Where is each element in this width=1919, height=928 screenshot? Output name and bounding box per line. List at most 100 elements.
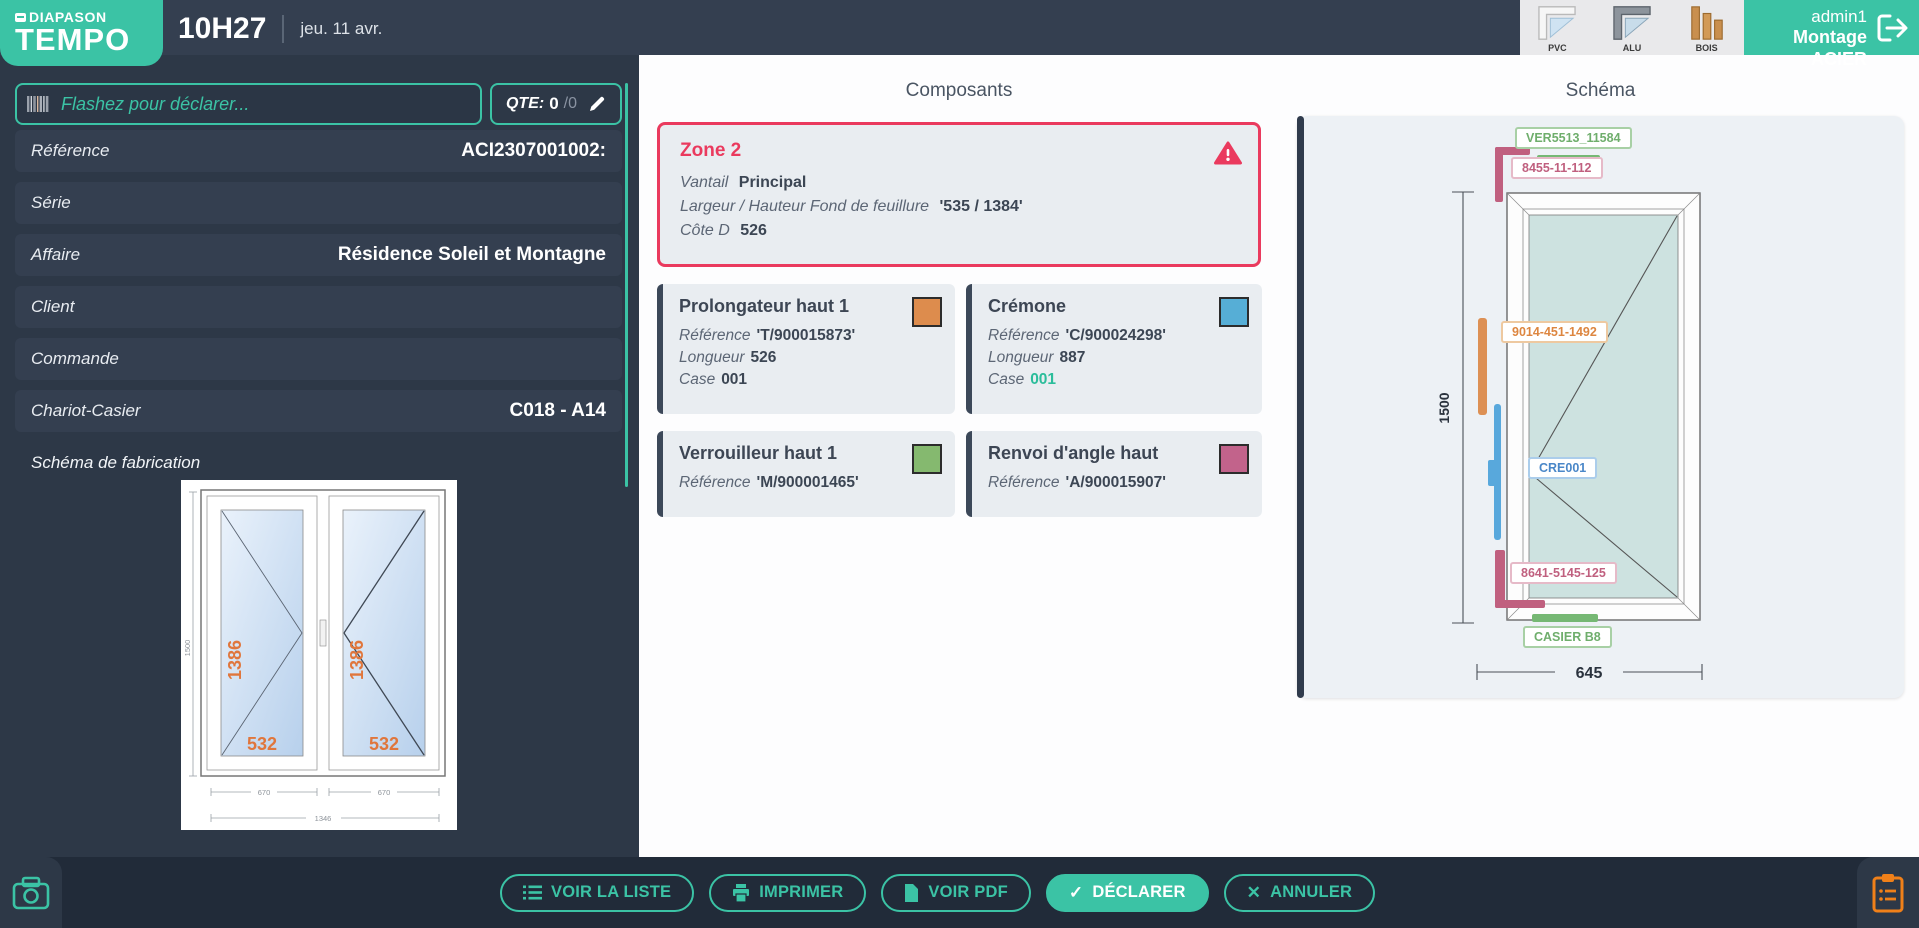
field-commande: Commande — [15, 338, 622, 380]
material-label: BOIS — [1695, 43, 1718, 53]
sidebar: QTE: 0 /0 Référence ACI2307001002: Série… — [0, 55, 639, 857]
component-card-verrouilleur[interactable]: Verrouilleur haut 1 Référence 'M/90000146… — [657, 431, 955, 517]
field-value: Résidence Soleil et Montagne — [337, 244, 606, 265]
fabrication-window-svg: 1386 1386 532 532 1500 670 670 1346 — [183, 489, 446, 823]
schema-label-ver: VER5513_11584 — [1515, 127, 1632, 149]
quantity-box[interactable]: QTE: 0 /0 — [490, 83, 622, 125]
qty-total: /0 — [563, 95, 578, 112]
x-icon: ✕ — [1246, 882, 1262, 902]
clock: 10H27 jeu. 11 avr. — [178, 12, 382, 46]
zone-row-value: 526 — [740, 222, 767, 239]
user-box: admin1 Montage ACIER — [1744, 0, 1919, 69]
main-content: Composants Schéma Zone 2 Vantail Princip… — [639, 55, 1919, 857]
zone-row-label: Vantail — [680, 174, 729, 191]
schema-label-8455: 8455-11-112 — [1511, 157, 1603, 179]
component-color-swatch — [1219, 297, 1249, 327]
schema-dim-width: 645 — [1576, 665, 1603, 682]
zone-row: Côte D 526 — [680, 219, 1238, 243]
fabrication-drawing: 1386 1386 532 532 1500 670 670 1346 — [181, 480, 457, 830]
zone-row-label: Côte D — [680, 222, 730, 239]
bois-window-icon — [1690, 6, 1723, 40]
file-icon — [905, 883, 919, 902]
check-icon: ✓ — [1068, 882, 1084, 902]
zone-row-value: '535 / 1384' — [939, 198, 1023, 215]
zone-row: Vantail Principal — [680, 171, 1238, 195]
clock-separator — [282, 15, 285, 43]
user-station: Montage ACIER — [1793, 27, 1867, 69]
component-card-cremone[interactable]: Crémone Référence 'C/900024298' Longueur 8… — [966, 284, 1262, 414]
qty-current: 0 — [549, 94, 559, 113]
declarer-button[interactable]: ✓ DÉCLARER — [1045, 873, 1209, 912]
pink-corner-top-mark — [1495, 147, 1503, 202]
voir-pdf-button[interactable]: VOIR PDF — [881, 873, 1031, 912]
component-value: 'T/900015873' — [756, 327, 856, 344]
component-card-renvoi[interactable]: Renvoi d'angle haut Référence 'A/90001590… — [966, 431, 1262, 517]
order-sheet-button[interactable] — [1857, 857, 1919, 928]
logout-icon[interactable] — [1873, 11, 1911, 45]
material-pvc[interactable]: PVC — [1520, 0, 1595, 55]
alu-window-icon — [1613, 6, 1651, 40]
field-value: C018 - A14 — [509, 400, 606, 421]
schema-title: Schéma — [1565, 80, 1636, 101]
annuler-button[interactable]: ✕ ANNULER — [1223, 873, 1376, 912]
component-label: Case — [988, 371, 1025, 388]
fab-dim-right-leaf: 670 — [378, 788, 391, 797]
imprimer-button[interactable]: IMPRIMER — [709, 873, 867, 912]
field-label: Client — [31, 297, 75, 316]
schema-label-9014: 9014-451-1492 — [1501, 321, 1608, 343]
material-bois[interactable]: BOIS — [1669, 0, 1744, 55]
date: jeu. 11 avr. — [300, 19, 383, 38]
schema-panel: 1500 645 VER5513_11584 8455-11-112 9014-… — [1297, 116, 1904, 698]
material-alu[interactable]: ALU — [1595, 0, 1670, 55]
zone-card[interactable]: Zone 2 Vantail Principal Largeur / Haute… — [657, 122, 1261, 267]
field-chariot-casier: Chariot-Casier C018 - A14 — [15, 390, 622, 432]
field-value: ACI2307001002: — [461, 140, 606, 161]
qty-label: QTE: — [505, 95, 545, 112]
camera-icon — [12, 876, 50, 909]
scan-input[interactable] — [61, 93, 470, 115]
fab-leaf-width-right: 532 — [369, 734, 399, 754]
button-label: VOIR PDF — [928, 883, 1008, 901]
material-selector: PVC ALU BOIS — [1520, 0, 1744, 55]
component-label: Référence — [988, 327, 1060, 344]
component-value: 'M/900001465' — [756, 474, 859, 491]
schema-label-8641: 8641-5145-125 — [1510, 562, 1617, 584]
zone-title: Zone 2 — [680, 140, 742, 161]
brand-line2: TEMPO — [15, 22, 131, 57]
composants-title: Composants — [905, 80, 1013, 101]
pencil-icon — [590, 96, 605, 111]
warning-icon — [1214, 141, 1242, 165]
schema-label-casier: CASIER B8 — [1523, 626, 1612, 648]
component-title: Crémone — [988, 296, 1067, 316]
field-affaire: Affaire Résidence Soleil et Montagne — [15, 234, 622, 276]
app-logo: DIAPASON TEMPO — [0, 0, 163, 66]
scan-box — [15, 83, 482, 125]
component-value: 001 — [1030, 371, 1057, 388]
scan-row: QTE: 0 /0 — [15, 83, 622, 125]
action-buttons: VOIR LA LISTE IMPRIMER VOIR PDF ✓ DÉCLAR… — [500, 857, 1376, 928]
component-title: Renvoi d'angle haut — [988, 443, 1159, 463]
component-title: Prolongateur haut 1 — [679, 296, 850, 316]
component-label: Référence — [679, 474, 751, 491]
sidebar-scrollbar[interactable] — [625, 83, 628, 487]
button-label: DÉCLARER — [1092, 883, 1186, 901]
fab-dim-total-width: 1346 — [315, 814, 332, 823]
bottom-toolbar: VOIR LA LISTE IMPRIMER VOIR PDF ✓ DÉCLAR… — [0, 857, 1919, 928]
fab-dim-left-leaf: 670 — [258, 788, 271, 797]
field-reference: Référence ACI2307001002: — [15, 130, 622, 172]
fab-dim-total-height: 1500 — [183, 640, 192, 657]
component-label: Référence — [679, 327, 751, 344]
zone-row-value: Principal — [738, 174, 807, 191]
fab-leaf-height-right: 1386 — [347, 640, 367, 680]
schema-dim-height: 1500 — [1436, 392, 1452, 423]
field-label: Commande — [31, 349, 119, 368]
component-card-prolongateur[interactable]: Prolongateur haut 1 Référence 'T/90001587… — [657, 284, 955, 414]
header: 10H27 jeu. 11 avr. PVC ALU BOIS — [0, 0, 1919, 69]
field-label: Série — [31, 193, 71, 212]
brand-line1: DIAPASON — [29, 9, 107, 25]
voir-la-liste-button[interactable]: VOIR LA LISTE — [500, 873, 695, 912]
camera-button[interactable] — [0, 857, 62, 928]
component-color-swatch — [912, 444, 942, 474]
component-color-swatch — [1219, 444, 1249, 474]
schema-label-cre001: CRE001 — [1528, 457, 1598, 479]
